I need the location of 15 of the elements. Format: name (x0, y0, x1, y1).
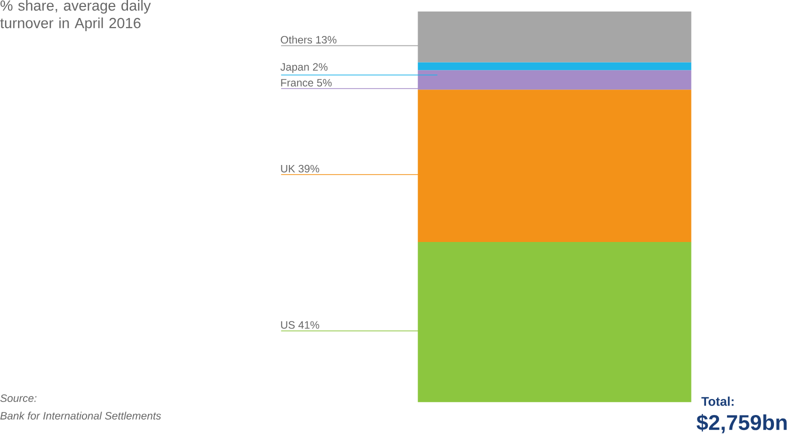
data-label: 2% (312, 63, 328, 71)
text: % share, average daily turnover in April 2016 (0, 0, 151, 31)
text: Total: (701, 396, 734, 406)
source-note: Source: (0, 394, 36, 402)
category-label: UK (281, 164, 296, 172)
data-label: 41% (298, 321, 320, 329)
data-label: 39% (298, 164, 320, 172)
data-label: 13% (316, 36, 336, 44)
category-label: Japan (280, 63, 309, 73)
text: $2,759bn (696, 414, 787, 434)
category-label: Others (280, 36, 312, 44)
text: Bank for International Settlements (0, 412, 161, 420)
category-label: France (281, 78, 314, 86)
category-label: US (281, 321, 295, 329)
data-label: 5% (317, 78, 332, 86)
